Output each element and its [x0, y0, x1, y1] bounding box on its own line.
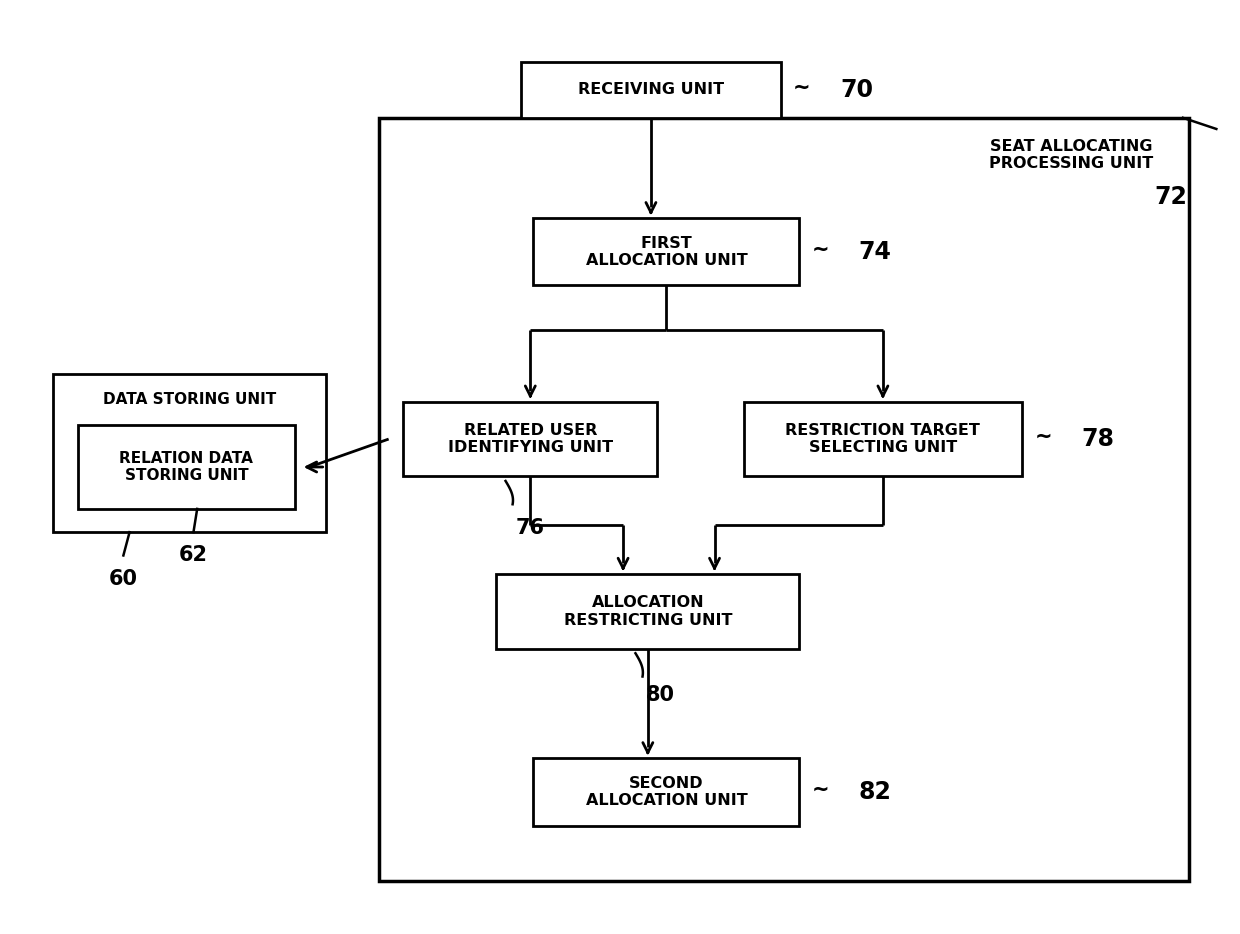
Text: 82: 82 — [859, 780, 892, 804]
Text: RELATED USER
IDENTIFYING UNIT: RELATED USER IDENTIFYING UNIT — [448, 423, 613, 455]
Text: 76: 76 — [516, 517, 544, 538]
Bar — [521, 62, 781, 118]
Bar — [78, 425, 295, 509]
Text: ~: ~ — [812, 240, 830, 260]
Bar — [403, 402, 657, 476]
Text: FIRST
ALLOCATION UNIT: FIRST ALLOCATION UNIT — [585, 235, 748, 268]
Text: RECEIVING UNIT: RECEIVING UNIT — [578, 82, 724, 97]
Text: ~: ~ — [794, 78, 811, 98]
Text: RELATION DATA
STORING UNIT: RELATION DATA STORING UNIT — [119, 451, 253, 483]
Bar — [53, 374, 326, 532]
Bar — [378, 118, 1189, 882]
Text: ~: ~ — [812, 780, 830, 800]
Text: 70: 70 — [841, 78, 873, 102]
Text: 78: 78 — [1081, 427, 1115, 451]
Bar — [533, 758, 800, 826]
Text: 74: 74 — [859, 240, 892, 264]
Bar — [533, 219, 800, 286]
Text: SECOND
ALLOCATION UNIT: SECOND ALLOCATION UNIT — [585, 776, 748, 808]
Text: 62: 62 — [179, 545, 208, 565]
Text: 80: 80 — [646, 686, 675, 705]
Bar — [744, 402, 1022, 476]
Text: DATA STORING UNIT: DATA STORING UNIT — [103, 392, 277, 407]
Text: RESTRICTION TARGET
SELECTING UNIT: RESTRICTION TARGET SELECTING UNIT — [785, 423, 981, 455]
Text: ~: ~ — [1034, 427, 1052, 447]
Text: SEAT ALLOCATING
PROCESSING UNIT: SEAT ALLOCATING PROCESSING UNIT — [990, 139, 1153, 171]
Text: 60: 60 — [109, 569, 138, 588]
Text: ALLOCATION
RESTRICTING UNIT: ALLOCATION RESTRICTING UNIT — [564, 595, 732, 628]
Bar — [496, 574, 800, 648]
Text: 72: 72 — [1154, 185, 1187, 209]
